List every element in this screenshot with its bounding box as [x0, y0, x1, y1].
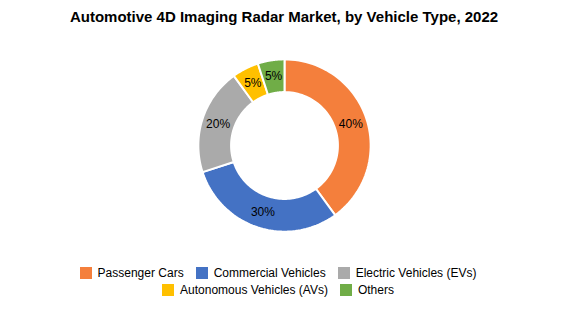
svg-text:20%: 20% — [206, 117, 230, 131]
html-text:Passenger Cars: Passenger Cars — [97, 266, 184, 281]
svg-text:40%: 40% — [339, 117, 363, 131]
svg-text:5%: 5% — [244, 76, 262, 90]
html-text:Autonomous Vehicles (AVs): Autonomous Vehicles (AVs) — [180, 282, 328, 297]
html-text:Commercial Vehicles: Commercial Vehicles — [213, 266, 326, 281]
svg-text:5%: 5% — [265, 69, 283, 83]
html-text:Electric Vehicles (EVs): Electric Vehicles (EVs) — [355, 266, 477, 281]
svg-text:30%: 30% — [251, 205, 275, 219]
html-text:Others: Others — [357, 282, 394, 297]
html-text:Automotive 4D Imaging Radar Ma: Automotive 4D Imaging Radar Market, by V… — [69, 8, 499, 25]
